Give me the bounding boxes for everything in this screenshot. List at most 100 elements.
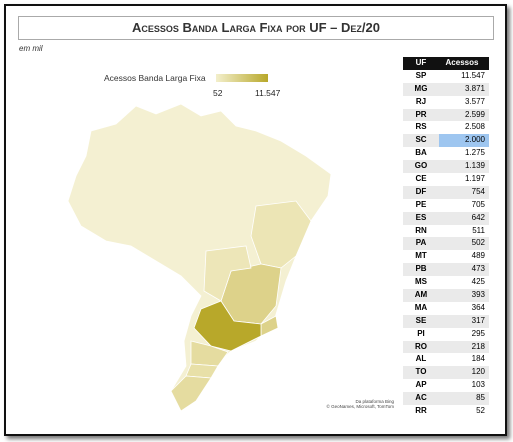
table-row: MG 3.871	[403, 82, 489, 96]
state-pr	[190, 340, 229, 367]
legend-min: 52	[213, 88, 223, 98]
legend-max: 11.547	[255, 88, 281, 98]
uf-cell: SC	[415, 135, 427, 145]
attribution-line: Da plataforma Bing	[355, 399, 394, 404]
uf-cell: MA	[414, 302, 428, 312]
table-row: SE 317	[403, 314, 489, 328]
access-cell: 52	[476, 406, 485, 416]
brazil-outline	[67, 103, 332, 412]
attribution-line: © GeoNames, Microsoft, TomTom	[326, 404, 395, 409]
table-header: UF Acessos	[403, 57, 489, 70]
access-cell: 425	[471, 277, 485, 287]
access-cell: 120	[471, 367, 485, 377]
uf-cell: RN	[415, 225, 427, 235]
uf-cell: RJ	[415, 96, 427, 106]
attribution: Da plataforma Bing © GeoNames, Microsoft,…	[319, 399, 395, 409]
table-row: MA 364	[403, 302, 489, 315]
access-cell: 364	[471, 302, 485, 312]
access-cell: 317	[471, 315, 485, 325]
legend-gradient	[216, 74, 268, 82]
access-cell: 489	[471, 251, 485, 261]
access-cell: 184	[471, 354, 485, 364]
uf-cell: RR	[415, 406, 427, 416]
column-header: UF	[415, 58, 427, 67]
table-row: GO 1.139	[403, 160, 489, 174]
state-ba	[250, 200, 312, 269]
table-row: RS 2.508	[403, 121, 489, 134]
uf-cell: SE	[415, 315, 427, 325]
uf-cell: TO	[415, 367, 427, 377]
table-row: SP 11.547	[403, 70, 489, 83]
access-cell: 2.000	[439, 134, 489, 148]
unit-note: em mil	[19, 44, 43, 53]
uf-cell: ES	[415, 212, 427, 222]
access-cell: 1.275	[464, 148, 485, 158]
table-row: AP 103	[403, 379, 489, 392]
access-cell: 1.139	[464, 161, 485, 171]
uf-cell: PA	[415, 238, 427, 248]
map	[67, 103, 332, 412]
table-row: BA 1.275	[403, 147, 489, 160]
uf-cell: AL	[415, 354, 427, 364]
table-row: SC 2.000	[403, 134, 489, 148]
access-cell: 511	[472, 225, 485, 235]
table-row: CE 1.197	[403, 173, 489, 186]
uf-cell: BA	[415, 148, 427, 158]
access-cell: 103	[471, 380, 485, 390]
uf-cell: MG	[414, 83, 428, 93]
table-row: MS 425	[403, 276, 489, 289]
table-row: PI 295	[403, 328, 489, 341]
access-cell: 218	[471, 341, 485, 351]
table-row: RN 511	[403, 225, 489, 238]
table-row: PA 502	[403, 237, 489, 251]
table-row: AC 85	[403, 392, 489, 406]
uf-cell: AC	[415, 393, 427, 403]
table-row: RR 52	[403, 405, 489, 418]
table-row: TO 120	[403, 366, 489, 380]
uf-cell: PB	[415, 264, 427, 274]
table-row: AL 184	[403, 353, 489, 366]
uf-cell: GO	[414, 161, 428, 171]
access-cell: 705	[471, 199, 485, 209]
access-cell: 502	[471, 238, 485, 248]
uf-cell: AM	[414, 290, 428, 300]
uf-cell: MS	[415, 277, 427, 287]
access-cell: 1.197	[464, 174, 485, 184]
access-cell: 85	[476, 393, 485, 403]
table-row: ES 642	[403, 211, 489, 225]
access-cell: 473	[471, 264, 485, 274]
table-row: PR 2.599	[403, 108, 489, 122]
table-row: MT 489	[403, 250, 489, 263]
access-cell: 2.508	[464, 122, 485, 132]
table-row: PB 473	[403, 263, 489, 277]
access-cell: 754	[471, 186, 485, 196]
uf-cell: PI	[417, 328, 425, 338]
access-cell: 3.871	[464, 83, 485, 93]
table-row: AM 393	[403, 289, 489, 302]
uf-cell: CE	[415, 174, 427, 184]
column-header: Acessos	[445, 58, 479, 67]
uf-cell: RS	[415, 122, 427, 132]
uf-cell: PE	[415, 199, 427, 209]
uf-cell: PR	[415, 109, 427, 119]
table-row: RJ 3.577	[403, 96, 489, 109]
state-go	[203, 245, 252, 302]
title: Acessos Banda Larga Fixa por UF – Dez/20	[18, 16, 494, 40]
access-cell: 642	[471, 212, 485, 222]
access-cell: 393	[471, 290, 485, 300]
legend-title: Acessos Banda Larga Fixa	[104, 73, 206, 83]
uf-cell: RO	[415, 341, 427, 351]
access-cell: 2.599	[464, 109, 485, 119]
uf-cell: DF	[415, 186, 427, 196]
table-row: RO 218	[403, 340, 489, 354]
uf-cell: MT	[415, 251, 427, 261]
table: UF Acessos SP 11.547 MG 3.871 RJ 3.577 PR 2.599 RS…	[403, 57, 489, 418]
table-row: DF 754	[403, 185, 489, 199]
state-sp	[193, 300, 262, 352]
uf-cell: SP	[415, 70, 427, 80]
access-cell: 3.577	[464, 96, 485, 106]
access-cell: 295	[471, 328, 485, 338]
access-cell: 11.547	[461, 70, 485, 80]
state-sc	[185, 363, 219, 379]
